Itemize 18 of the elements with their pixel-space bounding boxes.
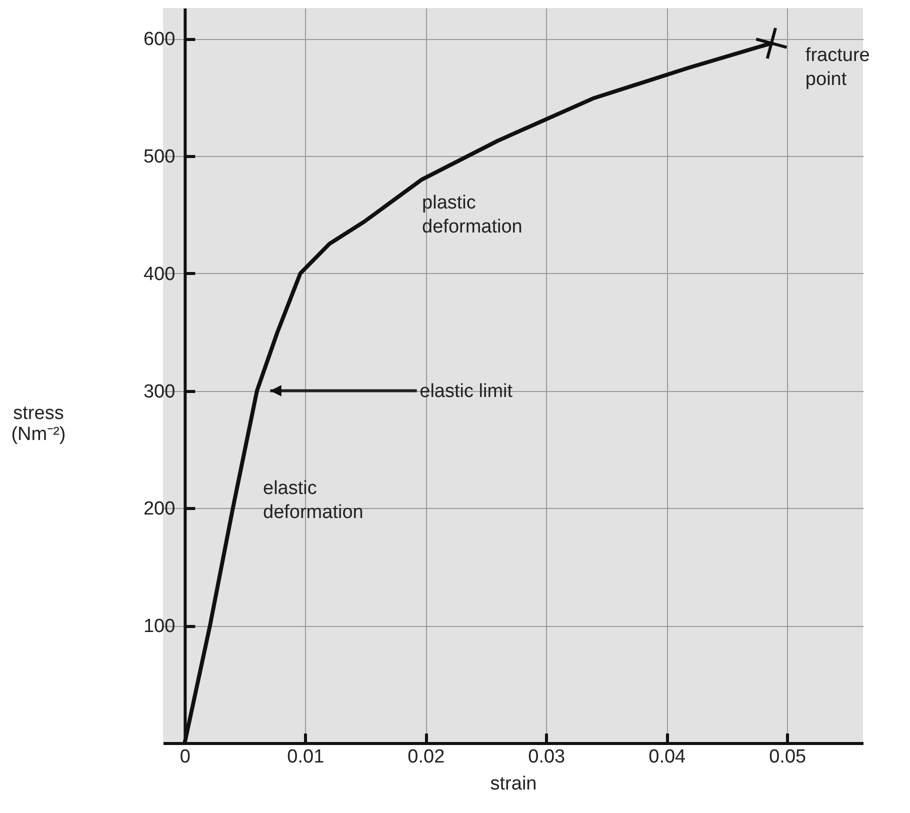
x-tick-label: 0.03 [528,746,566,768]
y-tick-label: 300 [143,381,176,402]
y-tick-label: 100 [143,616,176,638]
x-tick-label: 0.02 [408,746,445,768]
annotation: elastic limit [420,380,514,402]
x-tick-label: 0.04 [648,746,686,768]
y-tick-label: 500 [143,146,176,168]
x-tick-label: 0.05 [769,746,806,768]
annotation: plastic deformation [422,192,522,238]
x-tick-label: 0.01 [287,746,324,768]
x-axis-title: strain [490,774,537,794]
y-tick-label: 400 [143,264,176,285]
x-tick-label: 0 [180,746,190,768]
y-axis-title: stress (Nm⁻²) [11,402,66,445]
y-tick-label: 200 [143,498,176,520]
y-tick-label: 600 [143,29,176,50]
annotation: elastic deformation [263,478,364,523]
annotation: fracture point [805,45,870,90]
